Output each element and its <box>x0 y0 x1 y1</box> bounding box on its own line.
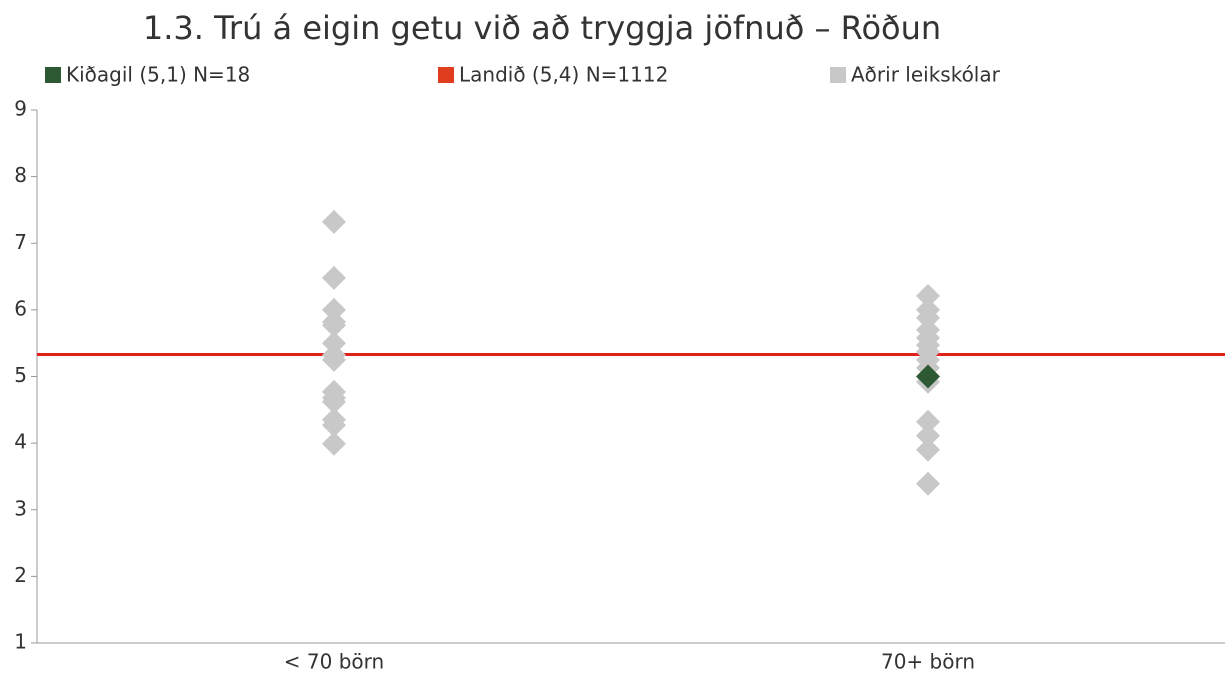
legend-label: Aðrir leikskólar <box>851 63 1001 87</box>
point <box>916 283 940 308</box>
chart-title: 1.3. Trú á eigin getu við að tryggja jöf… <box>143 9 941 47</box>
point <box>322 265 346 290</box>
point <box>916 409 940 434</box>
legend-swatch <box>830 67 846 83</box>
point <box>322 413 346 438</box>
y-tick-label: 2 <box>14 563 27 587</box>
legend-label: Kiðagil (5,1) N=18 <box>66 63 250 87</box>
point <box>916 437 940 462</box>
x-tick-label: < 70 börn <box>284 650 384 674</box>
y-tick-label: 6 <box>14 296 27 320</box>
legend-swatch <box>438 67 454 83</box>
point <box>322 347 346 372</box>
point <box>916 423 940 448</box>
point <box>322 389 346 414</box>
y-tick-label: 9 <box>14 97 27 121</box>
y-tick-label: 3 <box>14 496 27 520</box>
y-tick-label: 5 <box>14 363 27 387</box>
x-tick-label: 70+ börn <box>881 650 975 674</box>
point <box>322 431 346 456</box>
point <box>916 364 940 389</box>
y-tick-label: 1 <box>14 630 27 654</box>
point <box>322 209 346 234</box>
y-tick-label: 8 <box>14 163 27 187</box>
legend-label: Landið (5,4) N=1112 <box>459 63 668 87</box>
point <box>916 471 940 496</box>
legend-swatch <box>45 67 61 83</box>
point <box>322 313 346 338</box>
y-tick-label: 7 <box>14 230 27 254</box>
y-tick-label: 4 <box>14 430 27 454</box>
